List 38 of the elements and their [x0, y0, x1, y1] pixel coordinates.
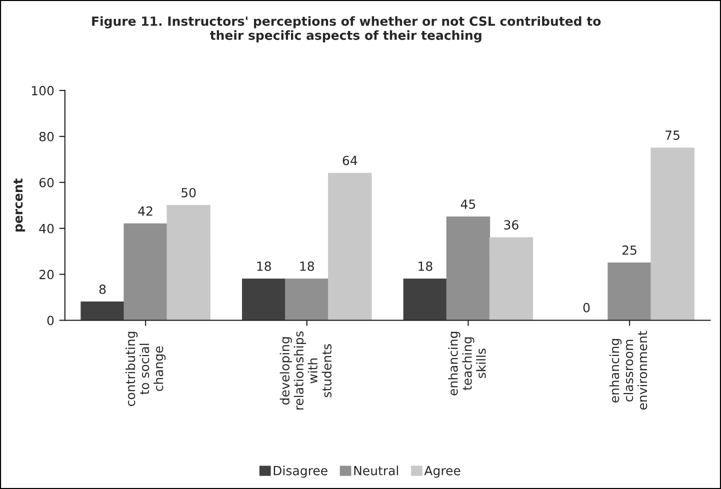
y-tick-label: 100 [32, 86, 54, 96]
data-label: 8 [99, 284, 106, 294]
y-tick-label: 60 [39, 178, 54, 188]
data-label: 36 [504, 220, 518, 230]
bar [650, 148, 694, 320]
y-tick-label: 20 [39, 270, 54, 280]
data-label: 75 [666, 130, 680, 140]
data-label: 0 [583, 302, 590, 312]
data-label: 42 [138, 206, 152, 216]
data-label: 45 [460, 200, 476, 209]
y-tick-label: 0 [47, 316, 54, 326]
bar [124, 223, 168, 320]
bar [242, 278, 286, 320]
legend-label: Neutral [354, 466, 398, 476]
data-label: 50 [182, 188, 196, 198]
y-axis-title: percent [14, 178, 26, 232]
bar [608, 262, 652, 320]
data-label: 18 [257, 261, 271, 271]
bar [446, 216, 490, 320]
chart-title: Figure 11. Instructors' perceptions of whether or not CSL contributed to their specific aspects of their teaching [92, 16, 601, 42]
x-tick-label: enhancing teaching skills [448, 332, 486, 396]
data-label: 25 [622, 245, 636, 255]
x-tick-label: enhancing classroom environment [609, 331, 648, 410]
bar [166, 205, 210, 320]
x-tick-label: developing relationships with students [280, 331, 332, 410]
legend-label: Agree [424, 466, 460, 478]
y-tick-label: 40 [39, 224, 54, 234]
data-label: 18 [300, 261, 314, 271]
bar [328, 172, 372, 320]
bar [80, 302, 124, 320]
legend-label: Disagree [274, 466, 328, 478]
data-label: 64 [342, 156, 358, 166]
data-label: 18 [418, 261, 432, 271]
x-tick-label: contributing to social change [126, 332, 166, 406]
y-tick-label: 80 [39, 132, 54, 142]
bar [403, 278, 448, 320]
bar [285, 278, 329, 320]
bar [489, 237, 534, 320]
